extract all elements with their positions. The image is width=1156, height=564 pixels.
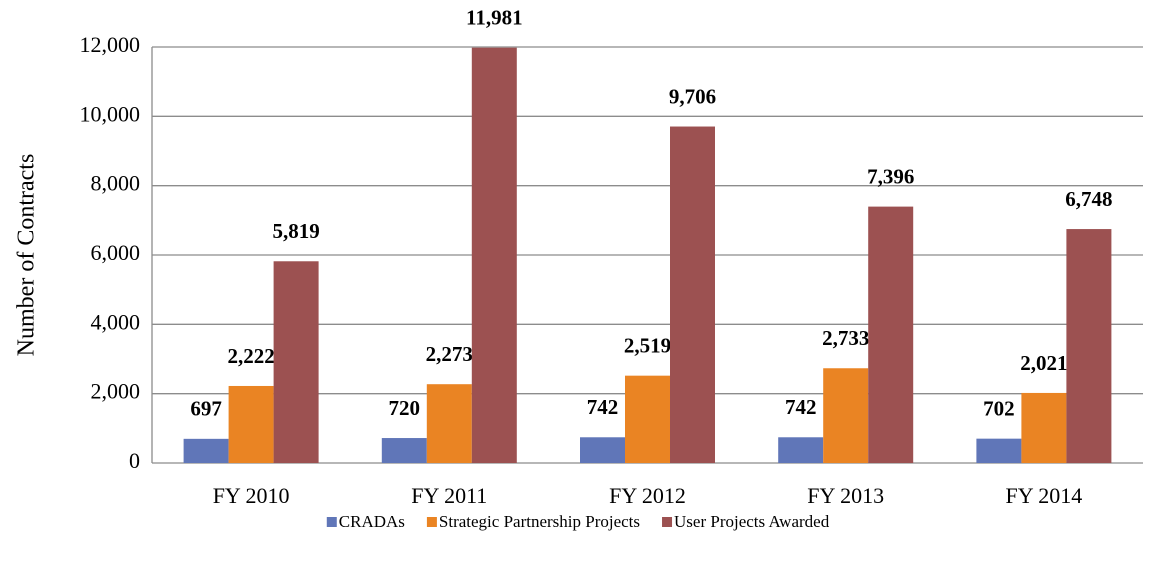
bar [1066,229,1112,463]
bar [426,384,472,463]
bar [868,206,914,463]
y-tick-label: 2,000 [91,379,141,404]
bar [823,368,869,463]
x-tick-label: FY 2010 [213,483,290,508]
legend-marker [326,517,337,527]
data-label: 6,748 [1065,187,1112,211]
bar [976,438,1022,463]
data-label: 7,396 [867,164,914,188]
data-label: 9,706 [669,84,716,108]
legend-label: Strategic Partnership Projects [439,512,640,531]
y-tick-label: 4,000 [91,309,141,334]
x-tick-label: FY 2014 [1005,483,1082,508]
y-axis-label: Number of Contracts [14,154,40,357]
y-tick-label: 0 [129,448,140,473]
data-label: 702 [983,396,1015,420]
legend-label: CRADAs [339,512,405,531]
data-label: 2,273 [426,342,473,366]
y-tick-label: 8,000 [91,171,141,196]
y-tick-label: 10,000 [80,101,141,126]
data-label: 11,981 [466,5,523,29]
bar [670,126,715,463]
y-tick-label: 6,000 [91,240,141,265]
bar [1021,392,1067,463]
legend-marker [426,517,437,527]
y-tick-label: 12,000 [80,32,141,57]
bar [183,438,229,463]
data-label: 5,819 [272,219,319,243]
bar [471,47,517,464]
legend-label: User Projects Awarded [674,512,830,531]
bar [381,438,427,463]
data-label: 2,733 [822,326,869,350]
data-label: 742 [587,395,619,419]
legend-marker [662,517,673,527]
data-label: 2,021 [1020,351,1067,375]
x-tick-label: FY 2012 [609,483,686,508]
bar [778,437,824,463]
data-label: 2,519 [624,333,671,357]
x-tick-label: FY 2013 [807,483,884,508]
data-label: 720 [389,396,421,420]
data-label: 697 [190,397,222,421]
bar [228,385,274,463]
bar [273,261,319,463]
data-label: 742 [785,395,817,419]
data-label: 2,222 [227,344,274,368]
x-tick-label: FY 2011 [411,483,487,508]
bar [625,375,670,463]
bar [580,437,625,463]
